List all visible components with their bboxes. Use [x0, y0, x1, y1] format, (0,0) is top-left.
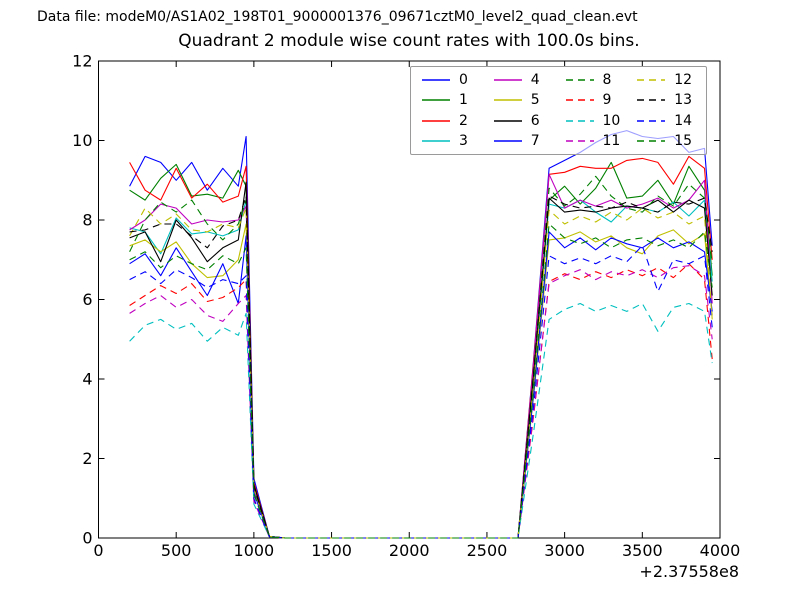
- x-axis-offset-label: +2.37558e8: [639, 562, 739, 581]
- x-tick-label: 500: [161, 541, 192, 560]
- legend-item-8: 8: [559, 70, 631, 90]
- legend-item-14: 14: [630, 111, 702, 131]
- legend-item-label: 3: [459, 132, 468, 149]
- legend-line-swatch: [565, 140, 594, 142]
- legend-line-swatch: [493, 119, 522, 122]
- series-line-2: [129, 155, 713, 539]
- x-tick-label: 2000: [389, 541, 430, 560]
- legend-item-label: 1: [459, 92, 468, 109]
- series-line-0: [129, 130, 713, 539]
- legend: 0 1 2 3 4 5 6 7 8 9 10 11 12 13 14 15: [410, 66, 707, 155]
- x-tick-label: 3000: [544, 541, 585, 560]
- legend-line-swatch: [637, 140, 666, 142]
- y-tick-label: 10: [72, 131, 92, 150]
- legend-item-5: 5: [487, 90, 559, 110]
- y-tick-label: 4: [82, 370, 92, 389]
- x-tick-label: 1500: [311, 541, 352, 560]
- legend-item-2: 2: [415, 111, 487, 131]
- legend-item-0: 0: [415, 70, 487, 90]
- x-tick-label: 2500: [467, 541, 508, 560]
- y-tick-label: 8: [82, 211, 92, 230]
- y-tick-label: 2: [82, 449, 92, 468]
- x-tick-label: 0: [93, 541, 103, 560]
- legend-line-swatch: [422, 79, 450, 81]
- ticks-layer: 0 500 1000 1500 2000 2500 3000 3500 400002468101…: [72, 52, 740, 561]
- series-line-11: [129, 265, 713, 539]
- chart-title: Quadrant 2 module wise count rates with …: [178, 31, 640, 51]
- series-line-9: [129, 263, 713, 539]
- y-tick-label: 12: [72, 52, 92, 71]
- legend-item-label: 13: [674, 92, 693, 109]
- series-layer: [129, 130, 713, 539]
- legend-line-swatch: [565, 119, 594, 122]
- legend-item-12: 12: [630, 70, 702, 90]
- legend-item-label: 12: [674, 72, 693, 89]
- legend-item-6: 6: [487, 111, 559, 131]
- legend-line-swatch: [565, 99, 594, 102]
- legend-item-4: 4: [487, 70, 559, 90]
- legend-item-label: 15: [674, 132, 693, 149]
- legend-item-label: 11: [602, 132, 621, 149]
- legend-line-swatch: [637, 119, 666, 122]
- legend-item-label: 10: [602, 112, 621, 129]
- legend-item-3: 3: [415, 131, 487, 151]
- series-line-4: [129, 173, 713, 539]
- series-line-8: [129, 175, 713, 539]
- legend-line-swatch: [493, 140, 522, 142]
- y-tick-label: 0: [82, 529, 92, 548]
- legend-item-7: 7: [487, 131, 559, 151]
- series-line-1: [129, 161, 713, 539]
- series-line-7: [129, 231, 713, 539]
- legend-line-swatch: [637, 99, 666, 102]
- series-line-6: [129, 181, 713, 539]
- series-line-3: [129, 199, 713, 539]
- legend-item-10: 10: [559, 111, 631, 131]
- y-tick-label: 6: [82, 290, 92, 309]
- legend-item-label: 2: [459, 112, 468, 129]
- legend-item-1: 1: [415, 90, 487, 110]
- legend-item-15: 15: [630, 131, 702, 151]
- data-file-label: Data file: modeM0/AS1A02_198T01_90000013…: [37, 9, 638, 25]
- legend-line-swatch: [493, 99, 522, 102]
- legend-item-label: 6: [530, 112, 540, 129]
- legend-item-label: 8: [602, 72, 612, 89]
- x-tick-label: 4000: [700, 541, 741, 560]
- x-tick-label: 1000: [234, 541, 275, 560]
- legend-line-swatch: [422, 140, 450, 142]
- legend-item-label: 5: [530, 92, 540, 109]
- legend-line-swatch: [565, 79, 594, 81]
- series-line-10: [129, 302, 713, 539]
- legend-item-label: 14: [674, 112, 693, 129]
- series-line-5: [129, 223, 713, 539]
- legend-item-label: 4: [530, 72, 540, 89]
- legend-item-9: 9: [559, 90, 631, 110]
- series-line-14: [129, 245, 713, 539]
- legend-item-label: 7: [530, 132, 540, 149]
- legend-line-swatch: [422, 99, 450, 102]
- x-tick-label: 3500: [622, 541, 663, 560]
- legend-item-11: 11: [559, 131, 631, 151]
- legend-line-swatch: [422, 119, 450, 122]
- legend-item-label: 9: [602, 92, 612, 109]
- series-line-15: [129, 223, 713, 539]
- series-line-13: [129, 195, 713, 539]
- series-line-12: [129, 207, 713, 539]
- legend-item-13: 13: [630, 90, 702, 110]
- legend-line-swatch: [637, 79, 666, 81]
- legend-line-swatch: [493, 79, 522, 81]
- legend-item-label: 0: [459, 72, 468, 89]
